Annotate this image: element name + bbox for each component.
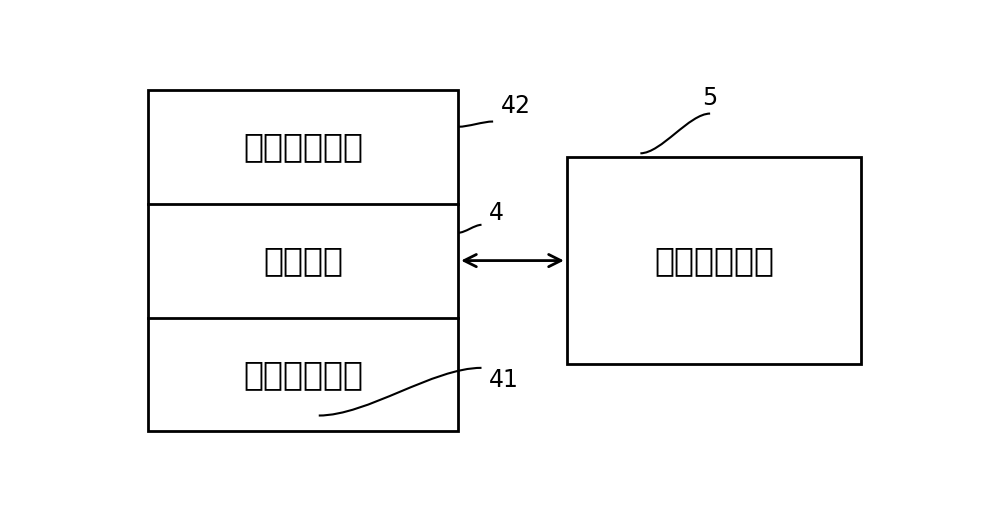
Text: 辅助风扇马达: 辅助风扇马达	[243, 358, 363, 391]
Text: 41: 41	[489, 368, 519, 392]
Bar	[567, 157, 861, 364]
Text: 42: 42	[501, 93, 531, 118]
Text: 风洞装置: 风洞装置	[263, 244, 343, 277]
Bar	[148, 90, 458, 431]
Text: 转速测量装置: 转速测量装置	[654, 244, 774, 277]
Text: 4: 4	[489, 201, 504, 225]
Text: 5: 5	[702, 86, 718, 110]
Text: 待测风扇马达: 待测风扇马达	[243, 130, 363, 163]
